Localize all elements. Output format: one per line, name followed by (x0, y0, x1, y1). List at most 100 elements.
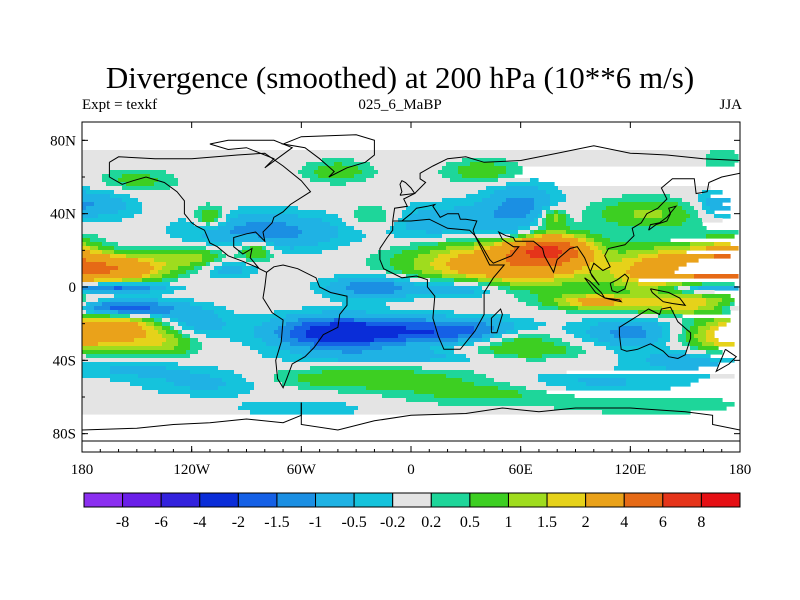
field-cell (222, 266, 243, 271)
field-cell (82, 250, 91, 255)
field-cell (498, 386, 527, 391)
field-cell (566, 298, 579, 303)
field-cell (106, 182, 127, 187)
field-cell (690, 326, 699, 331)
y-axis: 80N 40N 0 40S 80S (50, 133, 740, 443)
field-cell (494, 210, 531, 215)
field-cell (718, 302, 731, 307)
field-cell (82, 314, 111, 319)
field-cell (122, 218, 179, 223)
field-cell (470, 162, 495, 167)
field-cell (582, 210, 603, 215)
field-cell (238, 406, 359, 411)
field-cell (90, 186, 123, 191)
field-cell (358, 218, 387, 223)
field-cell (566, 346, 583, 351)
field-cell (102, 302, 159, 307)
field-cell (706, 198, 731, 203)
field-cell (686, 330, 699, 335)
field-cell (410, 202, 475, 207)
field-cell (82, 350, 187, 355)
field-cell (422, 270, 443, 275)
field-cell (130, 382, 175, 387)
field-cell (82, 366, 111, 371)
field-cell (126, 254, 203, 259)
field-cell (714, 342, 735, 347)
field-cell (406, 294, 483, 299)
field-cell (330, 322, 367, 327)
field-cell (110, 170, 167, 175)
field-cell (430, 346, 455, 351)
field-cell (338, 246, 391, 251)
run-label: 025_6_MaBP (358, 97, 442, 113)
field-cell (158, 302, 191, 307)
field-cell (338, 278, 395, 283)
field-cell (178, 342, 191, 347)
field-cell (314, 342, 371, 347)
field-cell (714, 214, 731, 219)
field-cell (254, 382, 283, 387)
field-cell (354, 318, 427, 323)
colorbar-label: -0.2 (380, 514, 405, 531)
field-cell (678, 202, 691, 207)
field-cell (482, 334, 495, 339)
field-cell (610, 330, 647, 335)
field-cell (310, 326, 407, 331)
field-cell (282, 358, 339, 363)
field-cell (510, 250, 527, 255)
field-cell (86, 354, 191, 359)
field-cell (442, 198, 483, 203)
field-cell (322, 250, 379, 255)
field-cell (206, 222, 211, 227)
field-cell (242, 250, 267, 255)
field-cell (286, 222, 331, 227)
field-cell (698, 306, 715, 311)
field-cell (562, 250, 579, 255)
field-cell (434, 266, 451, 271)
field-cell (210, 250, 223, 255)
field-cell (178, 318, 223, 323)
field-cell (518, 390, 547, 395)
field-cell (710, 374, 735, 379)
field-cell (318, 338, 375, 343)
field-cell (706, 334, 715, 339)
field-cell (454, 350, 479, 355)
field-cell (442, 234, 511, 239)
field-cell (590, 246, 599, 251)
field-cell (414, 262, 431, 267)
field-cell (278, 370, 323, 375)
field-cell (490, 346, 567, 351)
field-cell (530, 290, 631, 295)
field-cell (474, 382, 511, 387)
field-cell (370, 266, 395, 271)
field-cell (174, 334, 183, 339)
field-cell (170, 310, 215, 315)
field-cell (126, 206, 143, 211)
field-cell (678, 338, 687, 343)
field-cell (414, 282, 455, 287)
field-cell (366, 386, 499, 391)
field-cell (122, 198, 139, 203)
field-cell (82, 362, 179, 367)
field-cell (622, 258, 643, 263)
field-cell (526, 302, 543, 307)
field-cell (450, 178, 499, 183)
field-cell (594, 242, 603, 247)
field-cell (82, 322, 139, 327)
field-cell (330, 238, 363, 243)
field-cell (426, 318, 503, 323)
field-cell (570, 242, 587, 247)
field-cell (222, 326, 255, 331)
field-cell (210, 274, 251, 279)
field-cell (350, 242, 411, 247)
field-cell (554, 274, 575, 279)
field-cell (558, 306, 579, 311)
field-cell (206, 230, 231, 235)
field-cell (722, 310, 731, 315)
field-cell (82, 162, 307, 167)
field-cell (670, 194, 699, 199)
field-cell (194, 214, 203, 219)
field-cell (190, 354, 263, 359)
field-cell (706, 330, 715, 335)
field-cell (162, 294, 323, 299)
